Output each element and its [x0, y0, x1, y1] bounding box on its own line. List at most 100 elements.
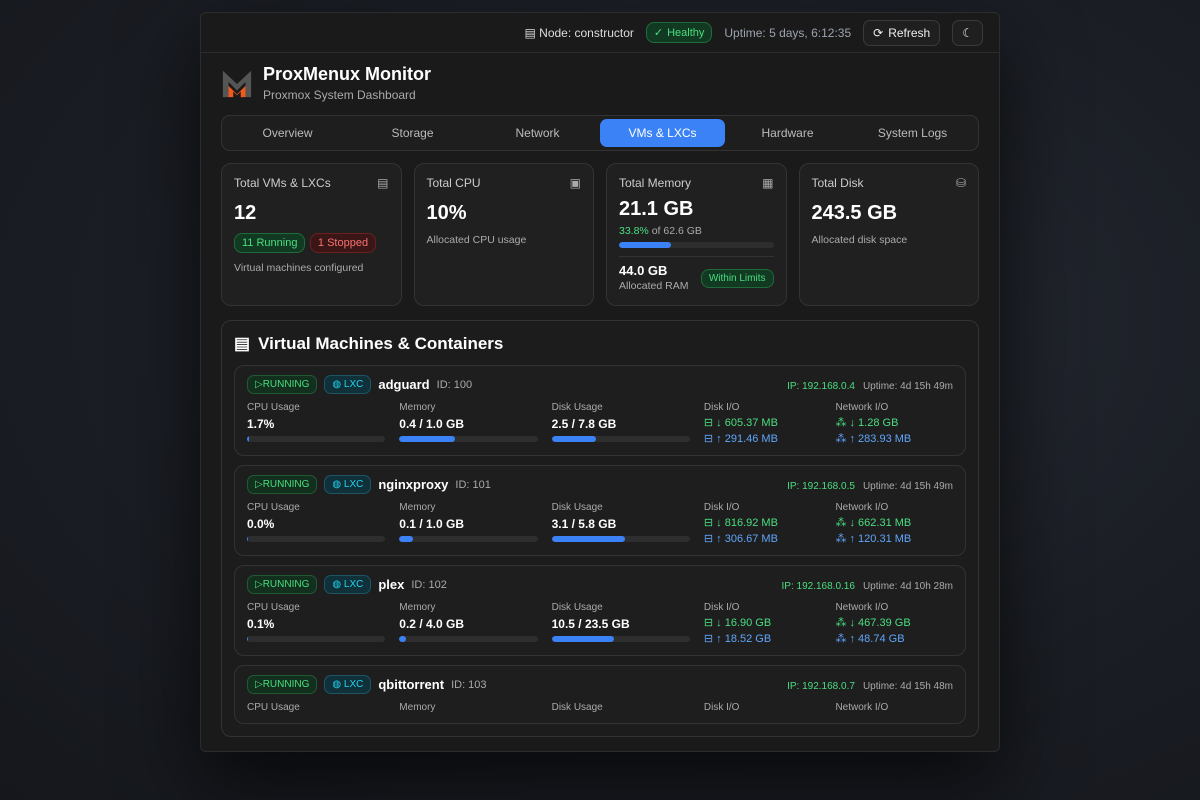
- memory-value: 0.4 / 1.0 GB: [399, 417, 464, 431]
- memory-total: of 62.6 GB: [648, 225, 702, 237]
- card-label: Total VMs & LXCs: [234, 176, 331, 190]
- cpu-label: CPU Usage: [247, 402, 300, 413]
- card-note: Virtual machines configured: [234, 262, 364, 274]
- memory-percent: 33.8%: [619, 225, 649, 237]
- disk-io-label: Disk I/O: [703, 402, 740, 413]
- tab-network[interactable]: Network: [515, 126, 560, 140]
- cpu-value: 0.0%: [247, 517, 275, 531]
- container-icon: ◍: [332, 679, 344, 690]
- net-in: ↓ 662.31 MB: [849, 517, 912, 529]
- memory-label: Memory: [399, 402, 436, 413]
- server-icon: ▤: [377, 176, 389, 190]
- card-value: 21.1 GB: [619, 198, 694, 220]
- system-uptime: Uptime: 5 days, 6:12:35: [724, 25, 852, 40]
- status-text: RUNNING: [262, 479, 310, 490]
- type-text: LXC: [343, 379, 364, 390]
- card-label: Total CPU: [426, 176, 481, 190]
- vm-row[interactable]: ▷RUNNING ◍ LXC plex ID: 102 IP: 192.168.0.16…: [234, 565, 966, 656]
- memory-bar-fill: [399, 536, 414, 542]
- vm-id: ID: 103: [451, 678, 487, 691]
- network-io-label: Network I/O: [835, 402, 889, 413]
- refresh-icon: ⟳: [873, 25, 884, 40]
- tab-system-logs[interactable]: System Logs: [877, 126, 948, 140]
- status-text: RUNNING: [262, 379, 310, 390]
- app-title: ProxMenux Monitor: [263, 64, 432, 84]
- type-text: LXC: [343, 679, 364, 690]
- tab-overview[interactable]: Overview: [262, 126, 313, 140]
- top-bar: ▤ Node: constructor ✓ Healthy Uptime: 5 d…: [201, 13, 999, 53]
- running-status-badge: ▷RUNNING: [247, 475, 318, 494]
- memory-icon: ▦: [762, 176, 774, 190]
- disk-read: ↓ 605.37 MB: [716, 417, 778, 429]
- vm-id: ID: 102: [411, 578, 447, 591]
- vm-ip: IP: 192.168.0.7: [787, 680, 855, 692]
- play-icon: ▷: [255, 579, 263, 590]
- network-icon: ⁂: [835, 517, 850, 529]
- disk-read: ↓ 816.92 MB: [716, 517, 778, 529]
- node-indicator: ▤ Node: constructor: [524, 25, 634, 40]
- disk-read: ↓ 16.90 GB: [716, 617, 772, 629]
- net-out: ↑ 283.93 MB: [849, 433, 912, 445]
- tab-storage[interactable]: Storage: [391, 126, 434, 140]
- network-icon: ⁂: [835, 617, 850, 629]
- summary-cards: ▤ Total VMs & LXCs 12 11 Running 1 Stopp…: [201, 159, 999, 310]
- refresh-button[interactable]: ⟳ Refresh: [863, 19, 941, 46]
- disk-write: ↑ 18.52 GB: [716, 633, 772, 645]
- card-label: Total Memory: [619, 176, 692, 190]
- vm-row[interactable]: ▷RUNNING ◍ LXC adguard ID: 100 IP: 192.168.0…: [234, 365, 966, 456]
- vm-uptime: Uptime: 4d 15h 48m: [862, 680, 953, 692]
- type-text: LXC: [343, 479, 364, 490]
- vm-ip: IP: 192.168.0.5: [787, 480, 855, 492]
- vm-row[interactable]: ▷RUNNING ◍ LXC nginxproxy ID: 101 IP: 192.16…: [234, 465, 966, 556]
- main-tabs: Overview Storage Network VMs & LXCs Hardware…: [221, 115, 979, 151]
- total-vms-card: ▤ Total VMs & LXCs 12 11 Running 1 Stopp…: [221, 163, 402, 306]
- running-status-badge: ▷RUNNING: [247, 575, 318, 594]
- network-io-label: Network I/O: [835, 702, 889, 713]
- container-icon: ◍: [332, 479, 344, 490]
- disk-icon: ⊟: [703, 517, 717, 529]
- vm-name: adguard: [378, 377, 430, 392]
- tab-vms-lxcs[interactable]: VMs & LXCs: [600, 119, 725, 147]
- running-status-badge: ▷RUNNING: [247, 375, 318, 394]
- vm-name: nginxproxy: [378, 477, 449, 492]
- disk-value: 2.5 / 7.8 GB: [551, 417, 617, 431]
- tab-hardware[interactable]: Hardware: [761, 126, 814, 140]
- dashboard-window: ▤ Node: constructor ✓ Healthy Uptime: 5 d…: [200, 12, 1000, 752]
- disk-bar-fill: [551, 636, 614, 642]
- container-icon: ◍: [332, 579, 344, 590]
- memory-value: 0.1 / 1.0 GB: [399, 517, 464, 531]
- vm-id: ID: 101: [455, 478, 491, 491]
- cpu-value: 0.1%: [247, 617, 275, 631]
- card-value: 10%: [426, 202, 467, 224]
- disk-label: Disk Usage: [551, 702, 603, 713]
- vm-uptime: Uptime: 4d 15h 49m: [862, 380, 953, 392]
- vm-uptime: Uptime: 4d 15h 49m: [862, 480, 953, 492]
- cpu-label: CPU Usage: [247, 602, 300, 613]
- disk-label: Disk Usage: [551, 402, 603, 413]
- lxc-type-badge: ◍ LXC: [324, 475, 372, 494]
- network-icon: ⁂: [835, 633, 850, 645]
- memory-status-badge: Within Limits: [700, 268, 774, 288]
- memory-progress-fill: [619, 242, 672, 248]
- cpu-bar: [247, 636, 386, 642]
- card-note: Allocated CPU usage: [426, 234, 527, 246]
- running-badge: 11 Running: [234, 233, 306, 253]
- disk-write: ↑ 306.67 MB: [716, 533, 778, 545]
- disk-icon: ⊟: [703, 433, 717, 445]
- vm-row[interactable]: ▷RUNNING ◍ LXC qbittorrent ID: 103 IP: 192.1…: [234, 665, 966, 724]
- type-text: LXC: [343, 579, 364, 590]
- section-title: Virtual Machines & Containers: [258, 334, 504, 353]
- allocated-ram-value: 44.0 GB: [619, 263, 668, 278]
- play-icon: ▷: [255, 379, 263, 390]
- server-icon: ▤: [524, 25, 540, 40]
- total-cpu-card: ▣ Total CPU 10% Allocated CPU usage: [413, 163, 594, 306]
- memory-bar-fill: [399, 636, 407, 642]
- card-label: Total Disk: [811, 176, 864, 190]
- status-text: RUNNING: [262, 679, 310, 690]
- app-subtitle: Proxmox System Dashboard: [263, 88, 416, 102]
- lxc-type-badge: ◍ LXC: [324, 375, 372, 394]
- theme-toggle-button[interactable]: ☾: [952, 19, 983, 46]
- disk-io-label: Disk I/O: [703, 702, 740, 713]
- card-value: 243.5 GB: [811, 202, 898, 224]
- vm-name: qbittorrent: [378, 677, 445, 692]
